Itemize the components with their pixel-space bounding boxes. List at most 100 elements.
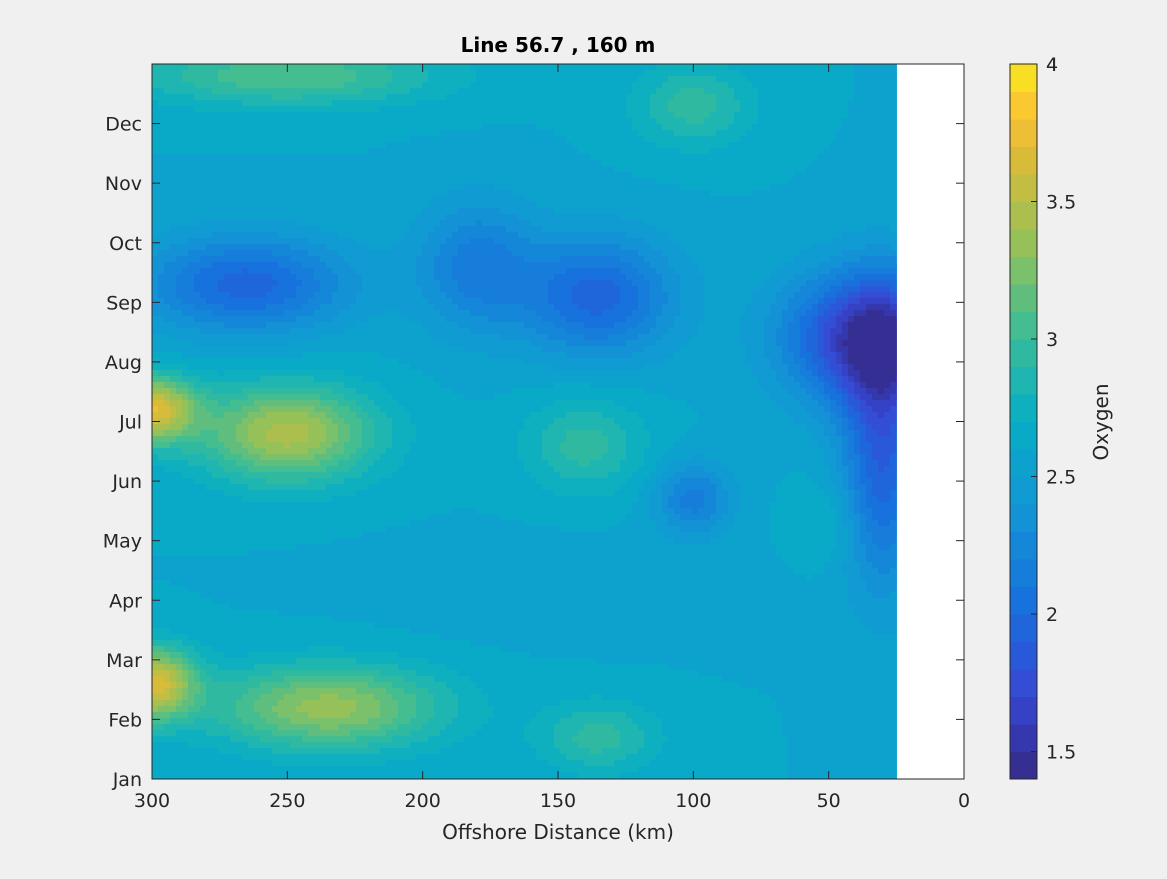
heatmap-cell bbox=[398, 436, 405, 443]
heatmap-cell bbox=[368, 514, 375, 521]
heatmap-cell bbox=[356, 118, 363, 125]
heatmap-cell bbox=[152, 646, 159, 653]
heatmap-cell bbox=[248, 352, 255, 359]
heatmap-cell bbox=[302, 592, 309, 599]
heatmap-cell bbox=[368, 682, 375, 689]
heatmap-cell bbox=[386, 670, 393, 677]
heatmap-cell bbox=[362, 604, 369, 611]
heatmap-cell bbox=[224, 544, 231, 551]
heatmap-cell bbox=[170, 550, 177, 557]
heatmap-cell bbox=[260, 532, 267, 539]
heatmap-cell bbox=[398, 76, 405, 83]
heatmap-cell bbox=[284, 478, 291, 485]
heatmap-cell bbox=[362, 274, 369, 281]
heatmap-cell bbox=[248, 244, 255, 251]
heatmap-cell bbox=[302, 142, 309, 149]
heatmap-cell bbox=[164, 568, 171, 575]
heatmap-cell bbox=[206, 280, 213, 287]
heatmap-cell bbox=[218, 622, 225, 629]
heatmap-cell bbox=[398, 514, 405, 521]
heatmap-cell bbox=[290, 382, 297, 389]
heatmap-cell bbox=[290, 70, 297, 77]
heatmap-cell bbox=[320, 496, 327, 503]
heatmap-cell bbox=[224, 724, 231, 731]
heatmap-cell bbox=[308, 190, 315, 197]
heatmap-cell bbox=[224, 454, 231, 461]
heatmap-cell bbox=[188, 526, 195, 533]
heatmap-cell bbox=[272, 214, 279, 221]
heatmap-cell bbox=[260, 238, 267, 245]
heatmap-cell bbox=[344, 460, 351, 467]
heatmap-cell bbox=[236, 562, 243, 569]
heatmap-cell bbox=[272, 382, 279, 389]
heatmap-cell bbox=[290, 142, 297, 149]
heatmap-cell bbox=[236, 430, 243, 437]
heatmap-cell bbox=[224, 604, 231, 611]
heatmap-cell bbox=[170, 544, 177, 551]
heatmap-cell bbox=[230, 742, 237, 749]
heatmap-cell bbox=[344, 274, 351, 281]
heatmap-cell bbox=[242, 562, 249, 569]
heatmap-cell bbox=[242, 688, 249, 695]
heatmap-cell bbox=[182, 592, 189, 599]
heatmap-cell bbox=[164, 370, 171, 377]
heatmap-cell bbox=[212, 250, 219, 257]
heatmap-cell bbox=[230, 676, 237, 683]
heatmap-cell bbox=[302, 436, 309, 443]
heatmap-cell bbox=[380, 478, 387, 485]
heatmap-cell bbox=[266, 100, 273, 107]
heatmap-cell bbox=[338, 214, 345, 221]
heatmap-cell bbox=[368, 418, 375, 425]
heatmap-cell bbox=[164, 142, 171, 149]
heatmap-cell bbox=[386, 598, 393, 605]
heatmap-cell bbox=[230, 574, 237, 581]
heatmap-cell bbox=[200, 490, 207, 497]
heatmap-cell bbox=[152, 70, 159, 77]
heatmap-cell bbox=[254, 676, 261, 683]
heatmap-cell bbox=[380, 100, 387, 107]
heatmap-cell bbox=[302, 448, 309, 455]
heatmap-cell bbox=[374, 496, 381, 503]
heatmap-cell bbox=[284, 562, 291, 569]
heatmap-cell bbox=[272, 646, 279, 653]
heatmap-cell bbox=[266, 676, 273, 683]
heatmap-cell bbox=[350, 82, 357, 89]
heatmap-cell bbox=[278, 610, 285, 617]
heatmap-cell bbox=[278, 208, 285, 215]
heatmap-cell bbox=[230, 604, 237, 611]
heatmap-cell bbox=[200, 682, 207, 689]
heatmap-cell bbox=[224, 586, 231, 593]
heatmap-cell bbox=[284, 100, 291, 107]
heatmap-cell bbox=[392, 244, 399, 251]
heatmap-cell bbox=[242, 496, 249, 503]
heatmap-cell bbox=[206, 676, 213, 683]
heatmap-cell bbox=[164, 646, 171, 653]
heatmap-cell bbox=[284, 616, 291, 623]
heatmap-cell bbox=[248, 172, 255, 179]
heatmap-cell bbox=[182, 256, 189, 263]
heatmap-cell bbox=[332, 166, 339, 173]
heatmap-cell bbox=[314, 328, 321, 335]
heatmap-cell bbox=[302, 508, 309, 515]
heatmap-cell bbox=[176, 748, 183, 755]
heatmap-cell bbox=[194, 418, 201, 425]
heatmap-cell bbox=[350, 136, 357, 143]
heatmap-cell bbox=[338, 658, 345, 665]
heatmap-cell bbox=[176, 76, 183, 83]
heatmap-cell bbox=[284, 364, 291, 371]
heatmap-cell bbox=[290, 340, 297, 347]
heatmap-cell bbox=[278, 418, 285, 425]
heatmap-cell bbox=[206, 586, 213, 593]
heatmap-cell bbox=[260, 454, 267, 461]
heatmap-cell bbox=[302, 544, 309, 551]
heatmap-cell bbox=[290, 322, 297, 329]
heatmap-cell bbox=[290, 154, 297, 161]
heatmap-cell bbox=[224, 754, 231, 761]
heatmap-cell bbox=[254, 490, 261, 497]
heatmap-cell bbox=[350, 130, 357, 137]
heatmap-cell bbox=[194, 172, 201, 179]
heatmap-cell bbox=[278, 280, 285, 287]
heatmap-cell bbox=[278, 430, 285, 437]
heatmap-cell bbox=[326, 106, 333, 113]
heatmap-cell bbox=[230, 478, 237, 485]
